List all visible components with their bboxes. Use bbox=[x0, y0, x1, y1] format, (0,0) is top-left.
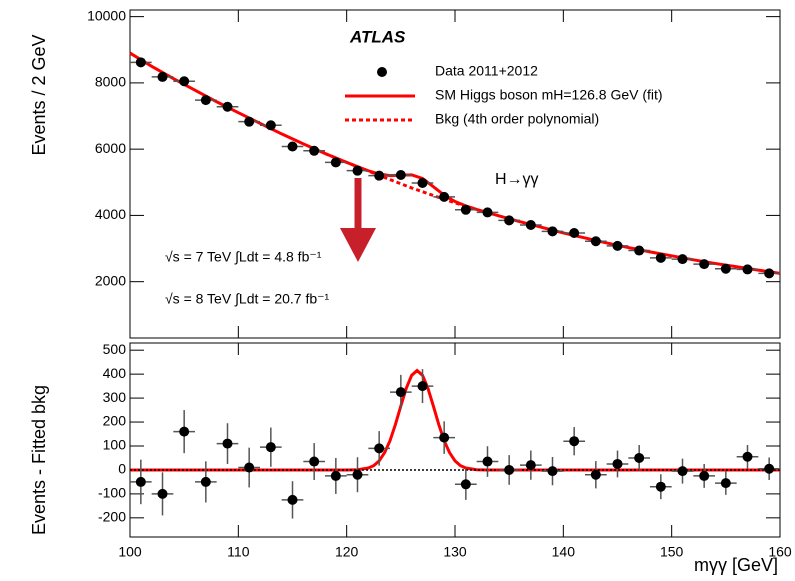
x-tick-label: 150 bbox=[660, 544, 684, 560]
data-point bbox=[742, 451, 753, 462]
data-point bbox=[374, 170, 385, 181]
x-tick-label: 120 bbox=[335, 544, 359, 560]
y-tick-label: -100 bbox=[98, 485, 126, 501]
data-point bbox=[677, 466, 688, 477]
y-axis-label: Events - Fitted bkg bbox=[29, 385, 49, 535]
data-point bbox=[330, 470, 341, 481]
data-point bbox=[460, 479, 471, 490]
data-point bbox=[655, 252, 666, 263]
y-tick-label: 0 bbox=[118, 461, 126, 477]
y-tick-label: 2000 bbox=[95, 272, 126, 288]
data-point bbox=[482, 207, 493, 218]
data-point bbox=[265, 120, 276, 131]
data-point bbox=[200, 95, 211, 106]
data-point bbox=[265, 442, 276, 453]
data-point bbox=[439, 432, 450, 443]
data-point bbox=[200, 476, 211, 487]
data-point bbox=[179, 426, 190, 437]
data-point bbox=[504, 464, 515, 475]
y-tick-label: 8000 bbox=[95, 74, 126, 90]
plot-frame bbox=[129, 9, 781, 339]
data-point bbox=[720, 478, 731, 489]
lumi-label: √s = 8 TeV ∫Ldt = 20.7 fb⁻¹ bbox=[165, 291, 330, 307]
data-point bbox=[720, 263, 731, 274]
data-point bbox=[460, 204, 471, 215]
lumi-label: √s = 7 TeV ∫Ldt = 4.8 fb⁻¹ bbox=[165, 249, 322, 265]
data-point bbox=[135, 57, 146, 68]
x-axis-label: mγγ [GeV] bbox=[694, 555, 778, 575]
data-point bbox=[764, 463, 775, 474]
data-point bbox=[135, 476, 146, 487]
data-point bbox=[352, 165, 363, 176]
data-point bbox=[439, 191, 450, 202]
fit-line bbox=[324, 152, 478, 211]
data-point bbox=[634, 245, 645, 256]
data-point bbox=[179, 76, 190, 87]
legend-label: Data 2011+2012 bbox=[435, 63, 538, 79]
data-point bbox=[374, 443, 385, 454]
data-point bbox=[157, 71, 168, 82]
data-point bbox=[569, 227, 580, 238]
data-point bbox=[699, 259, 710, 270]
data-point bbox=[244, 116, 255, 127]
data-point bbox=[395, 387, 406, 398]
data-point bbox=[699, 470, 710, 481]
y-tick-label: 100 bbox=[103, 437, 127, 453]
data-point bbox=[590, 236, 601, 247]
data-point bbox=[330, 157, 341, 168]
arrow bbox=[340, 178, 376, 262]
data-point bbox=[655, 481, 666, 492]
legend-label: Bkg (4th order polynomial) bbox=[435, 111, 599, 127]
y-tick-label: 10000 bbox=[87, 7, 126, 23]
data-point bbox=[764, 268, 775, 279]
data-point bbox=[309, 456, 320, 467]
data-point bbox=[525, 220, 536, 231]
data-point bbox=[222, 101, 233, 112]
data-point bbox=[309, 145, 320, 156]
data-point bbox=[590, 469, 601, 480]
data-point bbox=[612, 458, 623, 469]
y-tick-label: 4000 bbox=[95, 206, 126, 222]
data-point bbox=[417, 177, 428, 188]
y-tick-label: 300 bbox=[103, 389, 127, 405]
x-tick-label: 130 bbox=[443, 544, 467, 560]
x-tick-label: 160 bbox=[768, 544, 792, 560]
y-tick-label: 500 bbox=[103, 341, 127, 357]
data-point bbox=[634, 452, 645, 463]
data-point bbox=[157, 488, 168, 499]
x-tick-label: 110 bbox=[227, 544, 250, 560]
data-point bbox=[395, 169, 406, 180]
data-point bbox=[417, 381, 428, 392]
data-point bbox=[547, 226, 558, 237]
legend-label: SM Higgs boson mH=126.8 GeV (fit) bbox=[435, 87, 663, 103]
data-point bbox=[287, 141, 298, 152]
data-point bbox=[504, 215, 515, 226]
y-axis-label: Events / 2 GeV bbox=[29, 34, 49, 155]
x-tick-label: 100 bbox=[118, 544, 142, 560]
x-tick-label: 140 bbox=[552, 544, 576, 560]
data-point bbox=[352, 469, 363, 480]
legend-marker bbox=[377, 67, 387, 77]
data-point bbox=[742, 264, 753, 275]
process-label: H→γγ bbox=[495, 171, 539, 188]
y-tick-label: 200 bbox=[103, 413, 127, 429]
experiment-label: ATLAS bbox=[349, 27, 406, 46]
y-tick-label: 400 bbox=[103, 365, 127, 381]
data-point bbox=[244, 462, 255, 473]
data-point bbox=[525, 460, 536, 471]
data-point bbox=[547, 466, 558, 477]
data-point bbox=[677, 254, 688, 265]
fit-line bbox=[130, 368, 780, 472]
y-tick-label: 6000 bbox=[95, 140, 126, 156]
data-point bbox=[612, 240, 623, 251]
y-tick-label: -200 bbox=[98, 509, 126, 525]
data-point bbox=[482, 456, 493, 467]
data-point bbox=[569, 436, 580, 447]
fit-line bbox=[129, 51, 781, 275]
data-point bbox=[222, 438, 233, 449]
data-point bbox=[287, 494, 298, 505]
